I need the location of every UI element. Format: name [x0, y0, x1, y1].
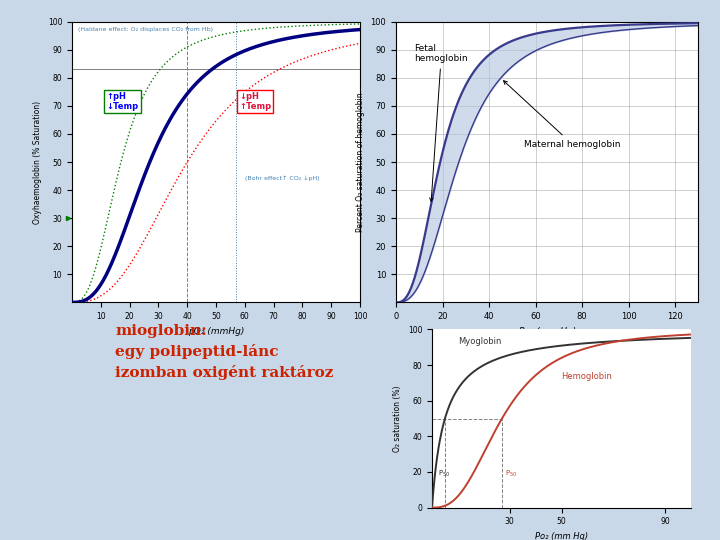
Text: ↑pH
↓Temp: ↑pH ↓Temp: [107, 92, 139, 111]
Text: P$_{50}$: P$_{50}$: [505, 469, 517, 479]
Text: Hemoglobin: Hemoglobin: [562, 372, 613, 381]
X-axis label: pO₂ (mmHg): pO₂ (mmHg): [188, 327, 244, 336]
Text: (Bohr effect↑ CO₂ ↓pH): (Bohr effect↑ CO₂ ↓pH): [245, 176, 320, 181]
Text: Fetal
hemoglobin: Fetal hemoglobin: [415, 44, 468, 201]
Text: mioglobin:
egy polipeptid-lánc
izomban oxigént raktároz: mioglobin: egy polipeptid-lánc izomban o…: [115, 324, 333, 380]
Text: Myoglobin: Myoglobin: [458, 336, 501, 346]
Y-axis label: Oxyhaemoglobin (% Saturation): Oxyhaemoglobin (% Saturation): [33, 100, 42, 224]
Text: P$_{50}$: P$_{50}$: [438, 469, 450, 479]
X-axis label: Po₂ (mm Hg): Po₂ (mm Hg): [518, 327, 576, 336]
Text: (Haldane effect: O₂ displaces CO₂ from Hb): (Haldane effect: O₂ displaces CO₂ from H…: [78, 27, 213, 32]
Text: Maternal hemoglobin: Maternal hemoglobin: [503, 80, 621, 148]
X-axis label: Po₂ (mm Hg): Po₂ (mm Hg): [535, 532, 588, 540]
Y-axis label: O₂ saturation (%): O₂ saturation (%): [393, 385, 402, 452]
Y-axis label: Percent O₂ saturation of hemoglobin: Percent O₂ saturation of hemoglobin: [356, 92, 365, 232]
Text: ↓pH
↑Temp: ↓pH ↑Temp: [239, 92, 271, 111]
